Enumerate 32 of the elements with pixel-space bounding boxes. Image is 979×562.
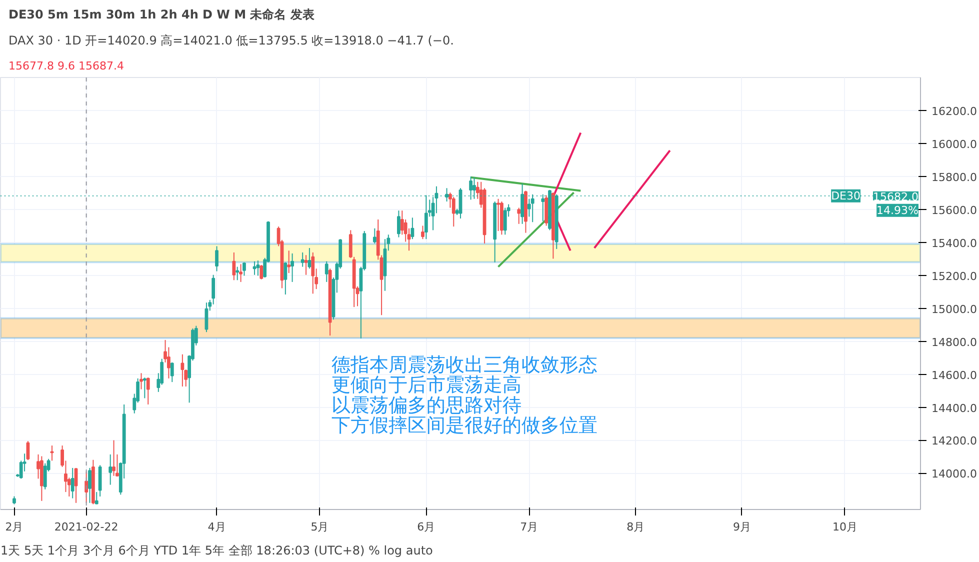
- x-tick-label: 7月: [520, 520, 538, 534]
- y-tick-label: 15800.0: [932, 170, 977, 184]
- x-tick-label: 6月: [417, 520, 436, 534]
- x-tick-label: 5月: [310, 520, 329, 534]
- y-tick-label: 15000.0: [932, 302, 977, 316]
- y-tick-label: 14200.0: [932, 434, 977, 448]
- y-tick-label: 16200.0: [932, 104, 977, 118]
- y-tick-label: 14800.0: [932, 336, 977, 349]
- y-tick-label: 14600.0: [932, 368, 977, 382]
- text: 1天 5天 1个月 3个月 6个月 YTD 1年 5年 全部 18:26:03 (UTC+8) % log auto: [0, 544, 433, 558]
- x-tick-label: 4月: [208, 520, 226, 534]
- annotation: 14.93%: [876, 204, 919, 217]
- y-tick-label: 15400.0: [932, 236, 977, 250]
- y-tick-label: 15600.0: [932, 204, 977, 217]
- annotation: 15682.0: [873, 190, 919, 204]
- text: DE30 5m 15m 30m 1h 2h 4h D W M 未命名 发表: [8, 8, 316, 22]
- annotation: 以震荡偏多的思路对待: [332, 394, 522, 416]
- x-tick-label: 2月: [5, 520, 24, 534]
- x-tick-label: 8月: [626, 520, 645, 534]
- ref-line-label: DE30: [831, 189, 861, 202]
- y-tick-label: 14000.0: [932, 468, 977, 481]
- x-tick-label: 9月: [732, 520, 751, 534]
- annotation: 更倾向于后市震荡走高: [332, 374, 522, 396]
- chart-title: DAX 30 · 1D 开=14020.9 高=14021.0 低=13795.5 收=13918.0 −41.7 (−0.: [8, 34, 454, 48]
- y-tick-label: 16000.0: [932, 138, 977, 151]
- annotation: 德指本周震荡收出三角收敛形态: [332, 354, 598, 376]
- x-tick-label: 10月: [832, 520, 858, 534]
- x-tick-label: 2021-02-22: [54, 520, 118, 534]
- annotation: 下方假摔区间是很好的做多位置: [332, 414, 598, 437]
- text: 15677.8 9.6 15687.4: [8, 60, 124, 72]
- y-tick-label: 15200.0: [932, 270, 977, 283]
- y-tick-label: 14400.0: [932, 402, 977, 415]
